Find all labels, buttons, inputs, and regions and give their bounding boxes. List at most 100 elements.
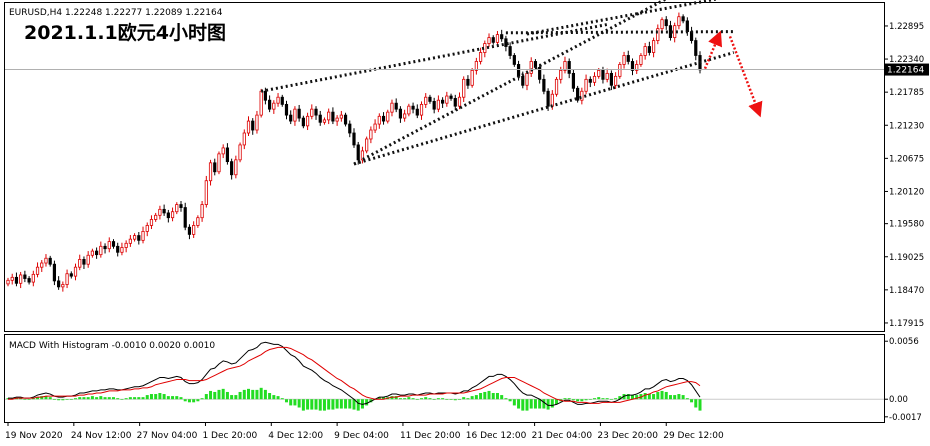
histogram-bar xyxy=(242,389,246,400)
histogram-bar xyxy=(508,399,512,402)
histogram-bar xyxy=(681,395,685,400)
histogram-bar xyxy=(533,399,537,409)
candle xyxy=(73,263,78,281)
candle xyxy=(635,60,639,74)
candle-body xyxy=(95,250,99,256)
histogram-bar xyxy=(196,399,200,402)
histogram-bar xyxy=(441,398,445,400)
candle-body xyxy=(200,204,204,219)
candle-body xyxy=(255,114,259,131)
histogram-bar xyxy=(217,389,221,400)
candle-body xyxy=(592,75,597,83)
candle xyxy=(474,57,478,75)
histogram-bar xyxy=(158,393,162,400)
candle-body xyxy=(170,211,175,219)
candle-body xyxy=(251,120,255,131)
candle-body xyxy=(78,259,82,268)
candle xyxy=(605,68,609,83)
histogram-bar xyxy=(213,391,217,400)
arrow-up xyxy=(703,30,723,70)
time-axis: 19 Nov 2020 24 Nov 12:00 27 Nov 04:00 1 Dec… xyxy=(5,422,724,441)
candle-body xyxy=(508,46,512,56)
histogram-bar xyxy=(504,398,508,400)
macd-panel xyxy=(4,334,885,423)
histogram-bar xyxy=(576,399,580,402)
candle-body xyxy=(268,99,272,110)
histogram-bar xyxy=(52,399,56,400)
candle-body xyxy=(175,204,179,213)
candle xyxy=(365,136,369,154)
histogram-bar xyxy=(69,399,73,400)
histogram-bar xyxy=(293,399,297,406)
candle-body xyxy=(500,34,504,40)
candle-body xyxy=(331,111,335,122)
candle-body xyxy=(462,78,466,98)
candle-body xyxy=(280,96,284,105)
histogram-bar xyxy=(284,399,288,403)
histogram-bar xyxy=(27,399,31,400)
candle xyxy=(52,260,57,286)
histogram-bar xyxy=(500,395,504,400)
candle-body xyxy=(107,241,111,250)
histogram-bar xyxy=(175,396,179,400)
histogram-bar xyxy=(542,399,546,409)
candle-body xyxy=(415,108,419,116)
candle xyxy=(196,215,200,228)
candle-body xyxy=(386,111,390,122)
histogram-bar xyxy=(512,399,516,406)
candle-body xyxy=(441,99,445,104)
histogram-bar xyxy=(538,399,542,409)
candle-body xyxy=(145,225,149,232)
candle-body xyxy=(550,93,554,107)
x-tick-label: 19 Nov 2020 xyxy=(5,431,63,441)
candle xyxy=(280,94,284,107)
candle-body xyxy=(263,90,267,101)
candle-body xyxy=(495,34,500,43)
candle-body xyxy=(601,69,605,80)
candle-body xyxy=(656,28,660,41)
candle xyxy=(571,69,576,92)
candle xyxy=(310,104,314,120)
candle-body xyxy=(183,207,187,228)
candle xyxy=(419,101,424,120)
candle-body xyxy=(73,266,78,277)
candle xyxy=(61,281,65,292)
candle-body xyxy=(432,101,436,110)
histogram-bar xyxy=(48,397,52,400)
candle xyxy=(403,109,407,122)
candle xyxy=(14,272,19,287)
candle xyxy=(284,100,289,120)
candle-body xyxy=(538,67,542,80)
candle xyxy=(158,205,162,220)
histogram-bar xyxy=(647,394,651,400)
candle-body xyxy=(10,276,14,281)
y-tick-label: 1.19025 xyxy=(889,253,924,263)
candle-body xyxy=(19,274,23,284)
candle-body xyxy=(571,72,576,89)
candle-body xyxy=(580,90,584,101)
candle-body xyxy=(516,64,521,77)
trendline-group xyxy=(260,0,735,166)
candle xyxy=(343,112,348,127)
y-tick-label: 1.22895 xyxy=(889,22,924,32)
x-tick-label: 23 Dec 20:00 xyxy=(597,431,658,441)
candle-body xyxy=(360,150,365,161)
histogram-bar xyxy=(306,399,310,410)
candle-body xyxy=(242,132,246,146)
histogram-bar xyxy=(318,399,322,411)
histogram-bar xyxy=(407,397,411,400)
candle-body xyxy=(293,108,297,122)
x-tick-label: 16 Dec 12:00 xyxy=(466,431,527,441)
histogram-bar xyxy=(14,398,18,400)
histogram-bar xyxy=(171,396,175,400)
candle-body xyxy=(424,96,428,105)
histogram-bar xyxy=(487,390,491,400)
candle-body xyxy=(394,102,398,110)
histogram-bar xyxy=(382,397,386,400)
candle xyxy=(128,234,132,247)
candle-body xyxy=(310,108,314,117)
candle-body xyxy=(453,98,457,107)
histogram-bar xyxy=(479,393,483,400)
histogram-bar xyxy=(457,399,461,400)
candle-body xyxy=(230,161,234,176)
